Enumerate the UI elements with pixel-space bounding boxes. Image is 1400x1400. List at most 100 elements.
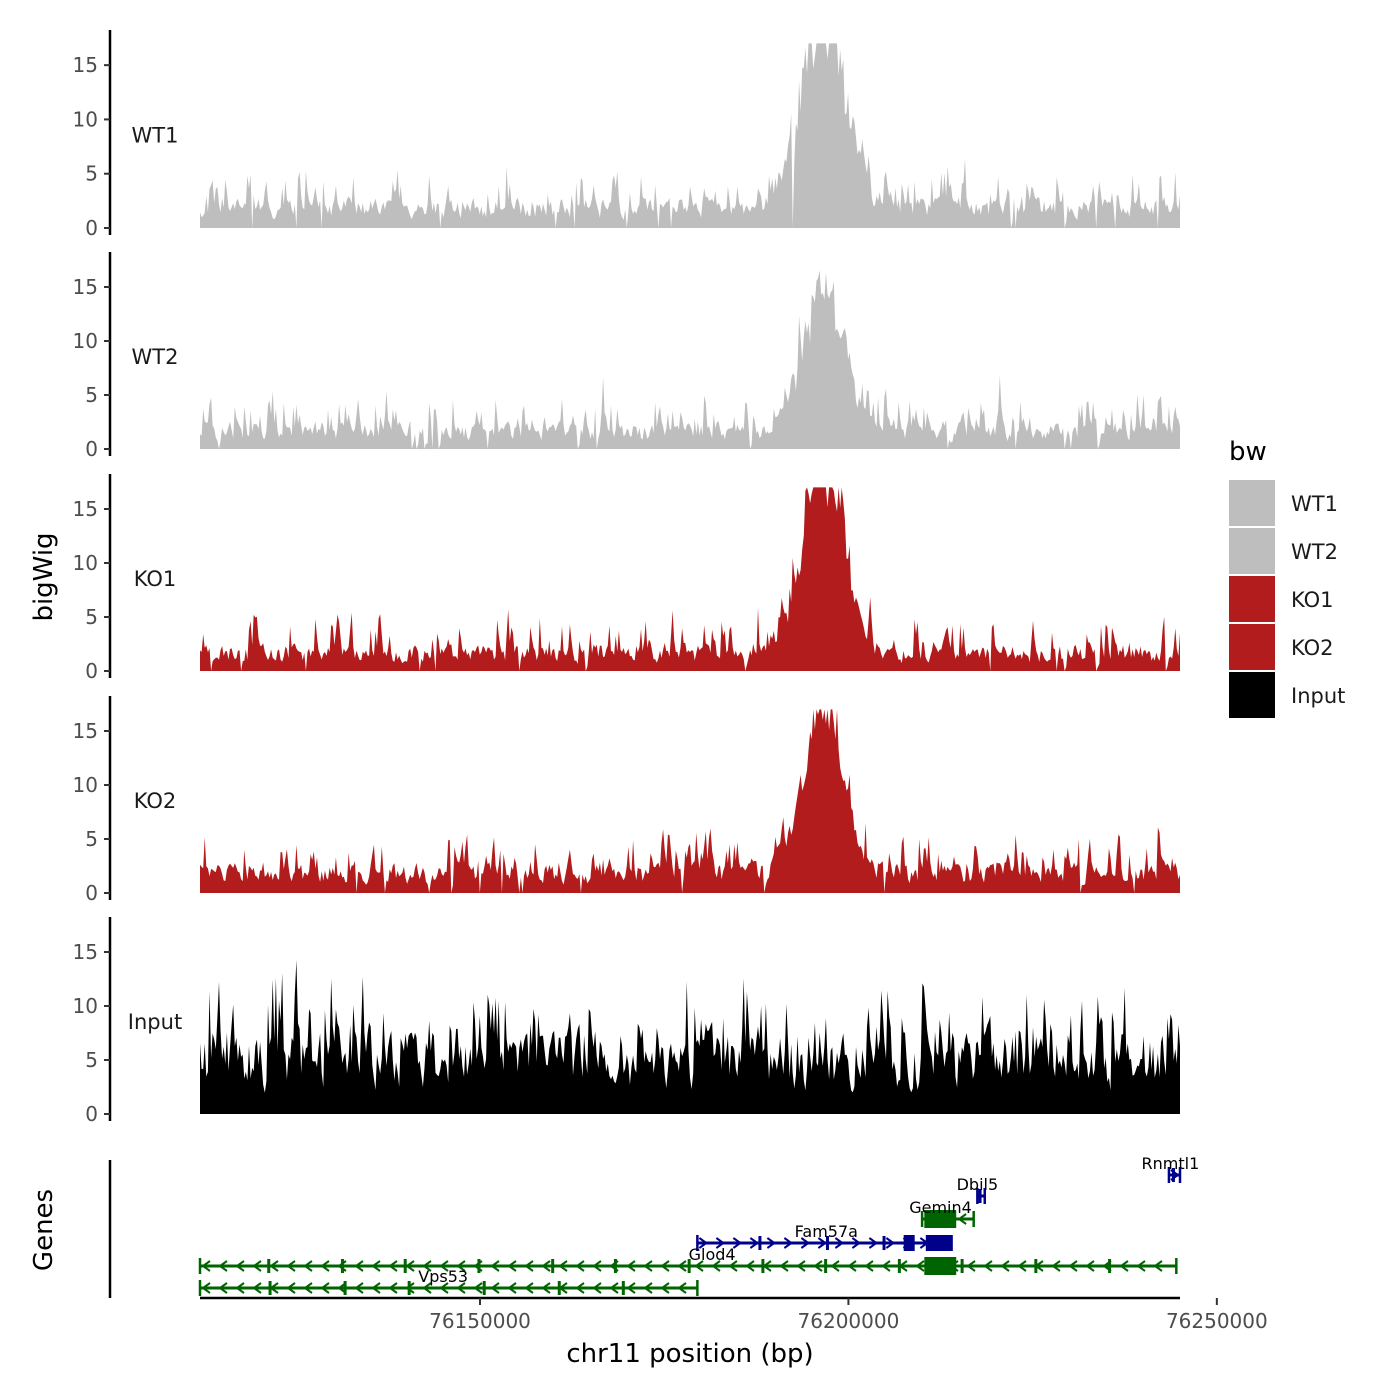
strand-arrow (796, 1260, 806, 1272)
coding-exon (903, 1235, 915, 1251)
strand-arrow (698, 1237, 709, 1249)
y-tick-label: 10 (73, 329, 98, 353)
y-tick-label: 0 (85, 216, 98, 240)
strand-arrow (677, 1260, 687, 1272)
y-axis-title: bigWig (29, 532, 59, 621)
strand-arrow (1119, 1260, 1129, 1272)
legend: WT1 WT2 KO1 KO2 Input (1229, 480, 1345, 718)
y-tick-label: 5 (85, 383, 98, 407)
y-tick-label: 15 (73, 719, 98, 743)
track-input: 0 5 10 15 Input (73, 917, 1180, 1126)
strand-arrow (626, 1260, 636, 1272)
track-wt1: 0 5 10 15 WT1 (73, 30, 1180, 240)
signal-area-ko2 (200, 709, 1180, 893)
strand-arrow (694, 1260, 704, 1272)
exon-mark (825, 1236, 829, 1250)
strand-arrow (422, 1260, 432, 1272)
exon-mark (268, 1281, 272, 1295)
y-tick-label: 0 (85, 1102, 98, 1126)
signal-tracks: 0 5 10 15 WT1 0 5 10 15 WT2 0 5 10 15 KO1 0 5 10 15 KO2 0 5 10… (73, 30, 1180, 1126)
strand-arrow (983, 1260, 993, 1272)
track-ko1: 0 5 10 15 KO1 (73, 474, 1180, 683)
genes-track: Rnmtl1 Dbil5 Gemin4 Fam57a Glod4 Vps53 (108, 1154, 1199, 1298)
strand-arrow (218, 1282, 228, 1294)
track-ko2: 0 5 10 15 KO2 (73, 696, 1180, 905)
gene-dbil5: Dbil5 (957, 1175, 998, 1204)
track-wt2: 0 5 10 15 WT2 (73, 252, 1180, 461)
strand-arrow (711, 1260, 721, 1272)
y-tick-label: 0 (85, 659, 98, 683)
strand-arrow (868, 1237, 879, 1249)
exon-mark (761, 1259, 765, 1273)
strand-arrow (881, 1260, 891, 1272)
strand-arrow (643, 1282, 653, 1294)
gene-label-vps53: Vps53 (418, 1267, 468, 1286)
legend-label-ko1: KO1 (1291, 588, 1334, 612)
strand-arrow (235, 1282, 245, 1294)
strand-arrow (575, 1282, 585, 1294)
strand-arrow (303, 1282, 313, 1294)
y-tick-label: 5 (85, 1048, 98, 1072)
exon-mark (882, 1236, 886, 1250)
strand-arrow (320, 1282, 330, 1294)
strand-arrow (957, 1213, 967, 1225)
legend-label-input: Input (1291, 684, 1345, 708)
strand-arrow (800, 1237, 811, 1249)
strand-arrow (405, 1282, 415, 1294)
legend-key-wt2 (1229, 528, 1275, 574)
strand-arrow (388, 1282, 398, 1294)
exon-mark (557, 1281, 561, 1295)
signal-area-wt1 (200, 43, 1180, 229)
strand-arrow (439, 1260, 449, 1272)
strand-arrow (592, 1260, 602, 1272)
strand-arrow (834, 1237, 845, 1249)
strand-arrow (732, 1237, 743, 1249)
strand-arrow (592, 1282, 602, 1294)
strand-arrow (660, 1260, 670, 1272)
track-label-wt2: WT2 (132, 345, 179, 369)
strand-arrow (371, 1282, 381, 1294)
exon-mark (551, 1259, 555, 1273)
strand-arrow (269, 1260, 279, 1272)
strand-arrow (422, 1282, 432, 1294)
signal-area-wt2 (200, 270, 1180, 449)
gene-gemin4: Gemin4 (909, 1198, 975, 1228)
strand-arrow (473, 1282, 483, 1294)
coding-exon (925, 1235, 952, 1251)
strand-arrow (1051, 1260, 1061, 1272)
strand-arrow (715, 1237, 726, 1249)
exon-mark (1108, 1259, 1112, 1273)
strand-arrow (1136, 1260, 1146, 1272)
legend-label-ko2: KO2 (1291, 636, 1334, 660)
strand-arrow (371, 1260, 381, 1272)
legend-key-wt1 (1229, 480, 1275, 526)
track-label-ko1: KO1 (134, 567, 177, 591)
coding-exon (924, 1257, 957, 1275)
strand-arrow (286, 1260, 296, 1272)
gene-label-fam57a: Fam57a (795, 1222, 858, 1241)
gene-vps53: Vps53 (198, 1267, 699, 1296)
strand-arrow (766, 1237, 777, 1249)
strand-arrow (524, 1282, 534, 1294)
y-tick-label: 5 (85, 605, 98, 629)
strand-arrow (252, 1260, 262, 1272)
exon-mark (613, 1259, 617, 1273)
strand-arrow (813, 1260, 823, 1272)
y-tick-label: 15 (73, 940, 98, 964)
track-label-wt1: WT1 (132, 124, 179, 148)
exon-mark (403, 1259, 407, 1273)
y-tick-label: 5 (85, 827, 98, 851)
strand-arrow (817, 1237, 828, 1249)
strand-arrow (728, 1260, 738, 1272)
strand-arrow (851, 1237, 862, 1249)
track-label-input: Input (128, 1010, 182, 1034)
exon-mark (482, 1281, 486, 1295)
y-tick-label: 10 (73, 994, 98, 1018)
strand-arrow (677, 1282, 687, 1294)
y-tick-label: 0 (85, 437, 98, 461)
strand-arrow (626, 1282, 636, 1294)
y-tick-label: 10 (73, 107, 98, 131)
y-tick-label: 10 (73, 773, 98, 797)
strand-arrow (1153, 1260, 1163, 1272)
y-tick-label: 0 (85, 881, 98, 905)
